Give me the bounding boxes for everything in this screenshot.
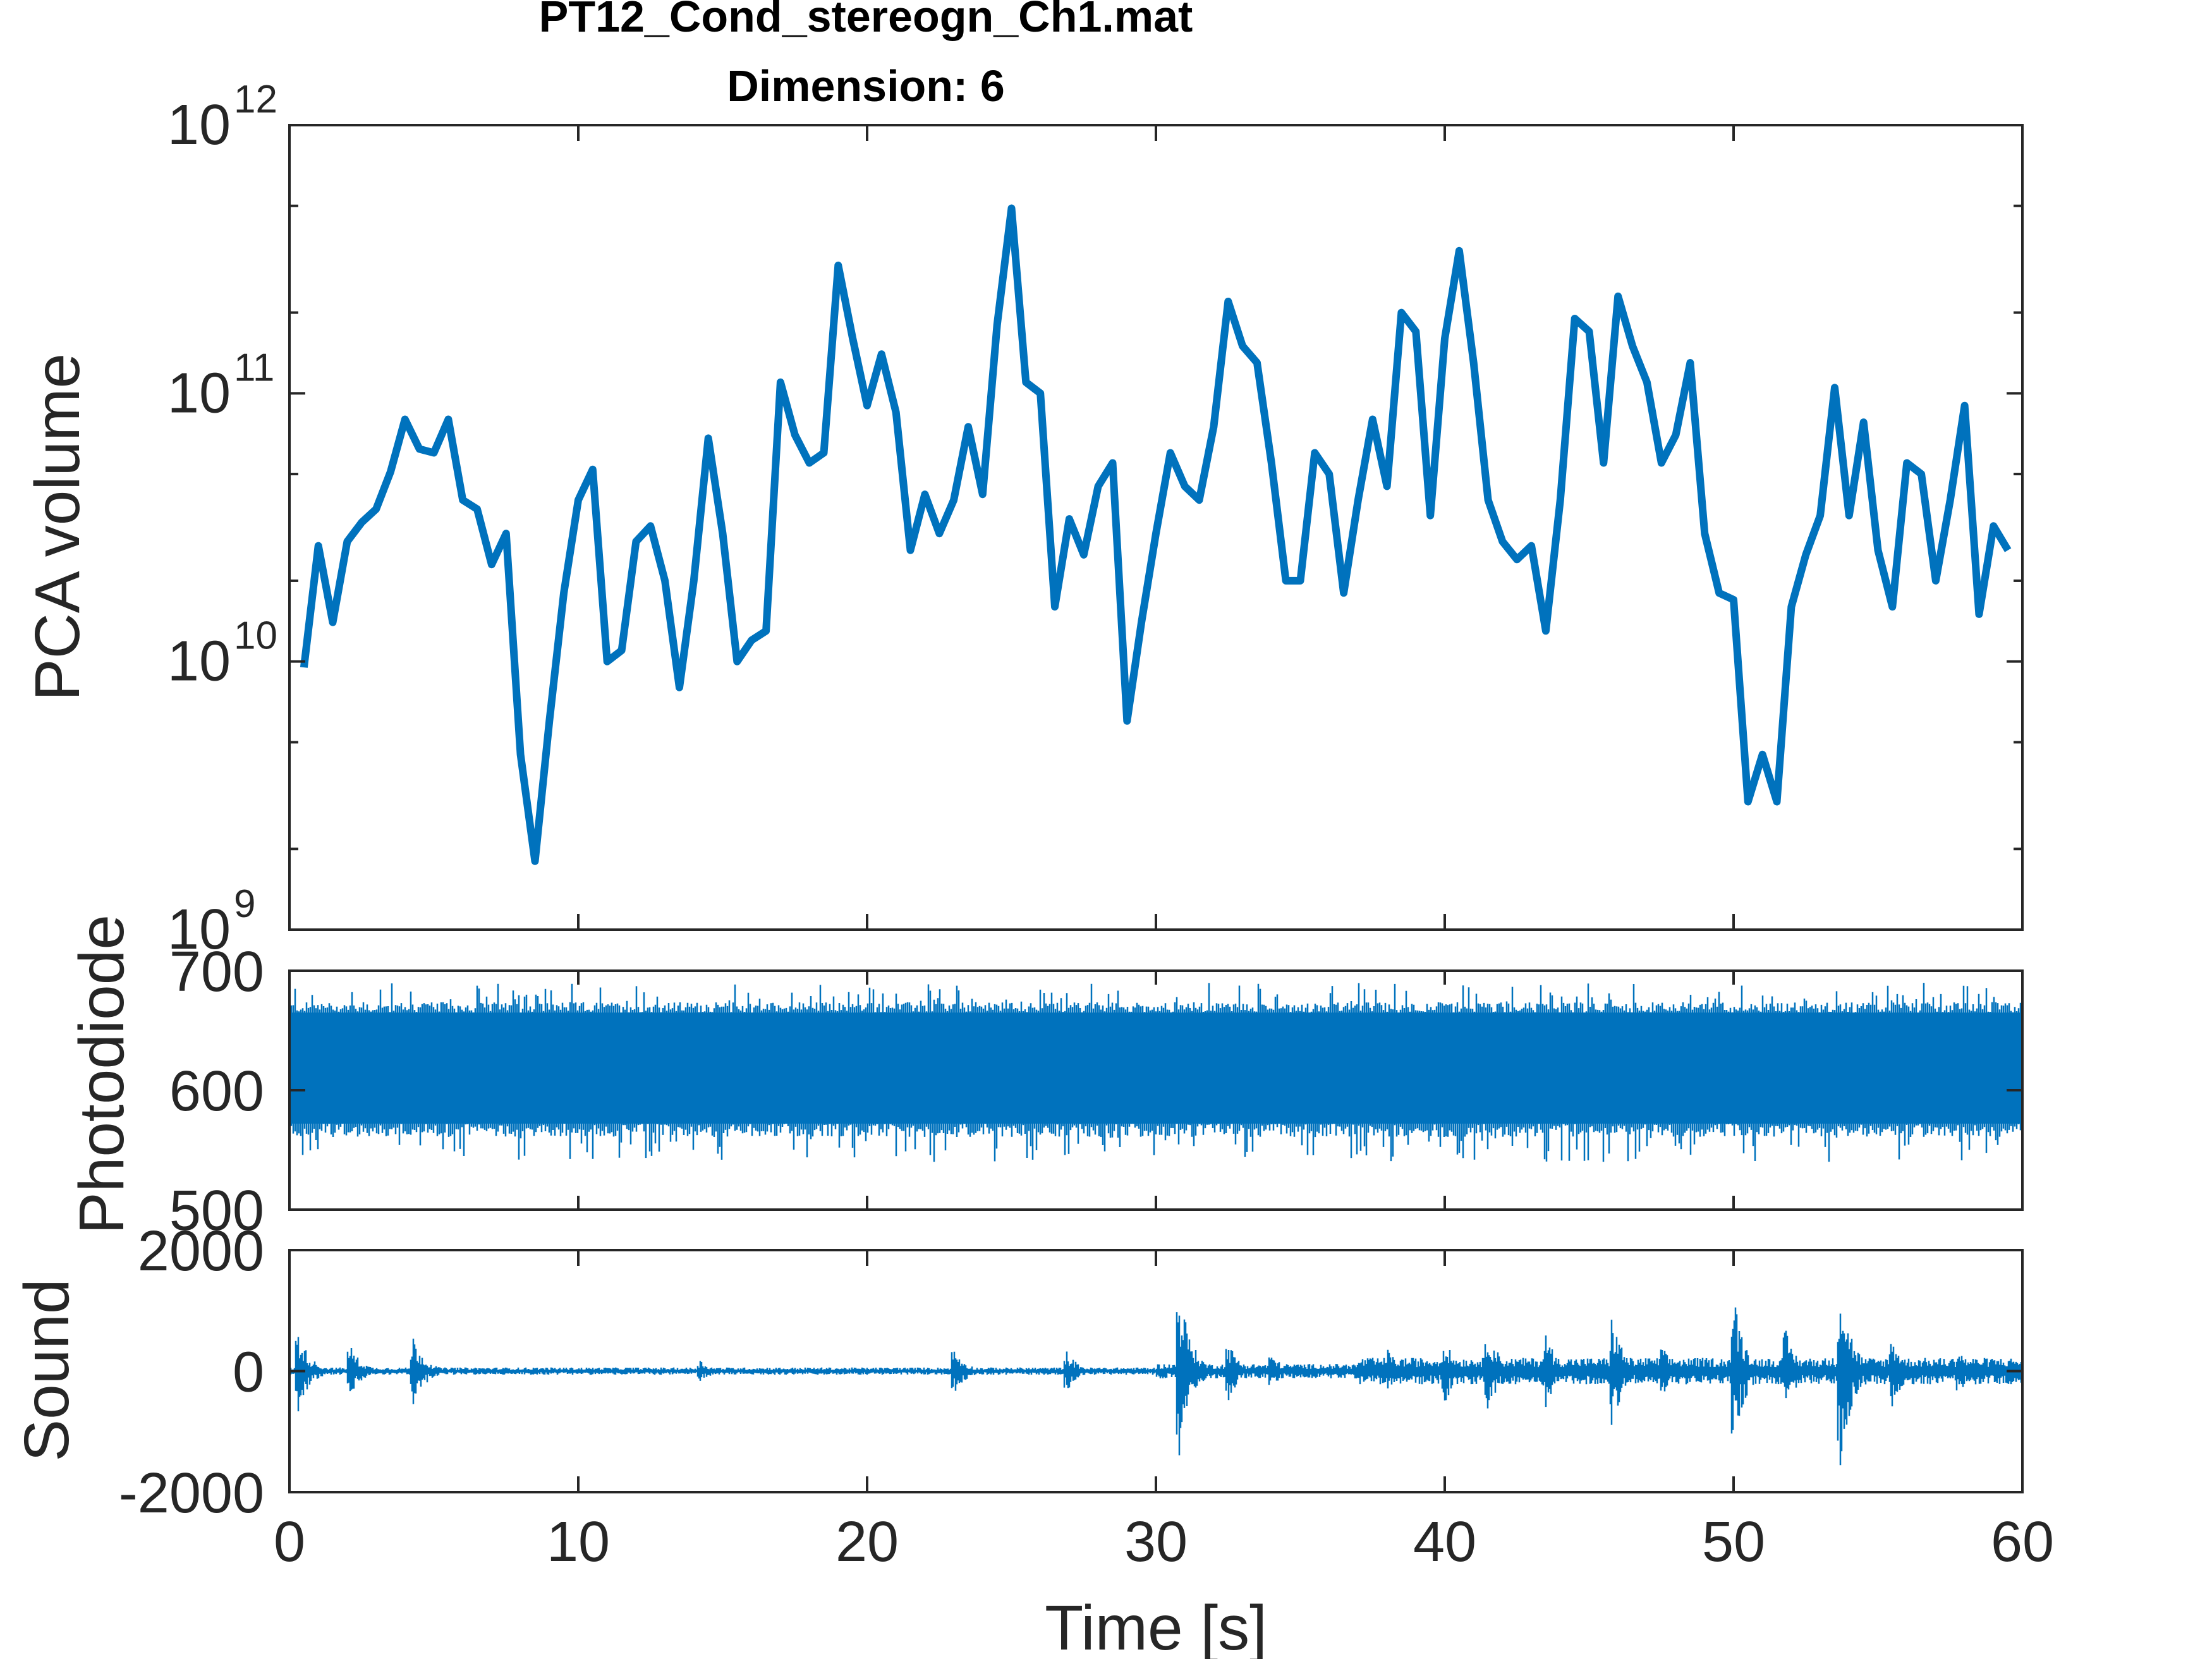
xtick-label: 60 [1991, 1510, 2054, 1574]
pca-series [300, 204, 2012, 865]
pca-ytick-label: 10 [167, 898, 231, 961]
sound-ytick-label: -2000 [119, 1462, 264, 1525]
xtick-label: 40 [1413, 1510, 1476, 1574]
sound-ytick-label: 2000 [138, 1220, 264, 1283]
pca-volume-line [300, 204, 2012, 865]
figure-title: PT12_Cond_stereogn_Ch1.mat [539, 0, 1193, 41]
pca-ytick-exponent: 11 [234, 346, 274, 389]
pca-ytick-base: 10 [167, 898, 231, 961]
photodiode-axes: 500 600 700 Photodiode [66, 915, 2024, 1243]
photodiode-ytick-label: 600 [169, 1060, 264, 1123]
pca-ytick-exponent: 9 [234, 882, 255, 926]
pca-ytick-exponent: 10 [234, 614, 277, 658]
photodiode-ytick-label: 500 [169, 1179, 264, 1243]
pca-ytick-base: 10 [167, 630, 231, 693]
xtick-label: 20 [836, 1510, 899, 1574]
pca-ytick-label: 10 [167, 94, 231, 157]
xtick-label: 50 [1702, 1510, 1765, 1574]
xtick-label: 30 [1124, 1510, 1188, 1574]
sound-ylabel: Sound [11, 1279, 82, 1461]
pca-ytick-base: 10 [167, 94, 231, 157]
photodiode-ylabel: Photodiode [66, 915, 137, 1234]
sound-ytick-label: 0 [233, 1341, 264, 1404]
pca-ytick-base: 10 [167, 362, 231, 425]
xtick-label: 0 [274, 1510, 305, 1574]
figure-subtitle: Dimension: 6 [727, 61, 1005, 111]
pca-ytick-label: 10 [167, 362, 231, 425]
photodiode-ytick-label: 700 [169, 940, 264, 1004]
x-axis-label: Time [s] [1045, 1593, 1267, 1659]
photodiode-ticks: 500 600 700 [169, 940, 2024, 1243]
pca-ytick-label: 10 [167, 630, 231, 693]
pca-ytick-exponent: 12 [234, 78, 277, 121]
pca-ylabel: PCA volume [22, 353, 93, 701]
xtick-label: 10 [547, 1510, 610, 1574]
photodiode-series [288, 983, 2024, 1162]
